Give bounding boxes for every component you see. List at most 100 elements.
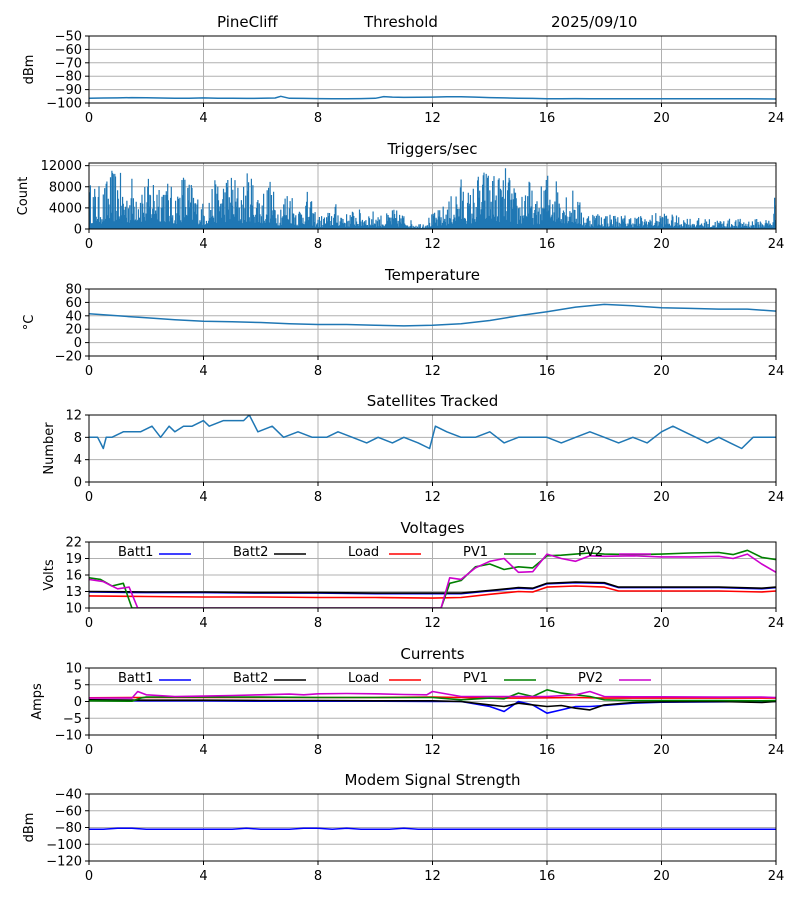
panel-data — [89, 95, 776, 100]
y-axis-label: dBm — [22, 55, 37, 85]
y-tick-label: 4000 — [49, 201, 82, 216]
x-tick-label: 16 — [539, 490, 556, 505]
x-tick-label: 24 — [768, 364, 785, 379]
x-tick-label: 12 — [424, 111, 441, 126]
y-tick-label: −40 — [55, 788, 82, 803]
x-tick-label: 0 — [85, 237, 93, 252]
trigger-band — [89, 221, 776, 229]
x-tick-label: 12 — [424, 743, 441, 758]
y-tick-label: 5 — [74, 678, 82, 693]
series-line-pv2 — [89, 553, 776, 608]
panel-data — [89, 168, 776, 229]
x-tick-label: 24 — [768, 111, 785, 126]
y-tick-label: −5 — [63, 712, 82, 727]
y-axis-label: Count — [16, 177, 31, 216]
x-tick-label: 8 — [314, 364, 322, 379]
x-tick-label: 12 — [424, 364, 441, 379]
y-axis-label: Volts — [42, 559, 57, 591]
x-tick-label: 16 — [539, 364, 556, 379]
y-tick-label: −50 — [55, 30, 82, 45]
x-tick-label: 16 — [539, 111, 556, 126]
x-tick-label: 24 — [768, 869, 785, 884]
x-tick-label: 0 — [85, 743, 93, 758]
x-tick-label: 20 — [653, 869, 670, 884]
x-tick-label: 20 — [653, 364, 670, 379]
panel-title: Modem Signal Strength — [345, 771, 521, 789]
y-axis-label: °C — [22, 315, 37, 331]
y-tick-label: −90 — [55, 83, 82, 98]
panel-data — [89, 549, 776, 608]
y-tick-label: 60 — [65, 296, 82, 311]
x-tick-label: 0 — [85, 364, 93, 379]
series-line-load — [89, 585, 776, 599]
x-tick-label: 0 — [85, 616, 93, 631]
x-tick-label: 20 — [653, 490, 670, 505]
x-tick-label: 16 — [539, 237, 556, 252]
x-tick-label: 4 — [199, 490, 207, 505]
panel-2: 0 4 8 12 16 20 24 0 4000 8000 12000 Count Triggers/s… — [16, 140, 784, 252]
panel-4: 0 4 8 12 16 20 24 0 4 8 12 Number Satellites Tracked — [42, 392, 784, 505]
x-tick-label: 16 — [539, 616, 556, 631]
legend-label: PV1 — [463, 545, 488, 560]
y-tick-label: 0 — [74, 223, 82, 238]
series-line-1 — [89, 95, 776, 100]
x-tick-label: 8 — [314, 743, 322, 758]
x-tick-label: 24 — [768, 743, 785, 758]
y-axis-label: Number — [42, 422, 57, 475]
legend-label: Batt1 — [118, 671, 153, 686]
legend-label: Batt2 — [233, 671, 268, 686]
x-tick-label: 16 — [539, 869, 556, 884]
x-tick-label: 24 — [768, 237, 785, 252]
x-tick-label: 8 — [314, 490, 322, 505]
y-tick-label: 20 — [65, 323, 82, 338]
panel-7: 0 4 8 12 16 20 24 −120 −100 −80 −60−40 dBm Modem Sig… — [22, 771, 784, 884]
x-tick-label: 20 — [653, 111, 670, 126]
y-tick-label: −100 — [46, 97, 82, 112]
y-tick-label: −10 — [55, 729, 82, 744]
series-line-batt2 — [89, 581, 776, 594]
x-tick-label: 4 — [199, 869, 207, 884]
y-tick-label: 12000 — [41, 159, 82, 174]
trigger-bars — [89, 168, 776, 229]
y-tick-label: 13 — [65, 585, 82, 600]
y-tick-label: −60 — [55, 804, 82, 819]
panel-title: Triggers/sec — [387, 140, 478, 158]
x-tick-label: 20 — [653, 743, 670, 758]
panel-title: Temperature — [384, 266, 480, 284]
header-station: PineCliff — [217, 13, 278, 31]
x-tick-label: 8 — [314, 237, 322, 252]
x-tick-label: 4 — [199, 743, 207, 758]
y-tick-label: 0 — [74, 336, 82, 351]
panel-data — [89, 827, 776, 830]
y-tick-label: 4 — [74, 453, 82, 468]
y-tick-label: 80 — [65, 283, 82, 298]
legend-label: PV2 — [578, 545, 603, 560]
y-tick-label: 22 — [65, 536, 82, 551]
y-tick-label: −60 — [55, 43, 82, 58]
legend: Batt1 Batt2 Load PV1 PV2 — [118, 671, 651, 686]
x-tick-label: 20 — [653, 237, 670, 252]
x-tick-label: 8 — [314, 869, 322, 884]
y-tick-label: 19 — [65, 552, 82, 567]
panel-title: Voltages — [400, 519, 464, 537]
series-line-1 — [89, 415, 776, 450]
y-tick-label: 40 — [65, 309, 82, 324]
header-mode: Threshold — [363, 13, 438, 31]
x-tick-label: 0 — [85, 111, 93, 126]
legend-label: PV1 — [463, 671, 488, 686]
y-axis-label: Amps — [30, 683, 45, 720]
y-tick-label: −100 — [46, 838, 82, 853]
x-tick-label: 4 — [199, 616, 207, 631]
y-tick-label: −20 — [55, 350, 82, 365]
legend-label: PV2 — [578, 671, 603, 686]
y-tick-label: 12 — [65, 409, 82, 424]
series-line-1 — [89, 827, 776, 830]
x-tick-label: 16 — [539, 743, 556, 758]
series-line-pv2 — [89, 690, 776, 699]
x-tick-label: 8 — [314, 111, 322, 126]
x-tick-label: 12 — [424, 237, 441, 252]
